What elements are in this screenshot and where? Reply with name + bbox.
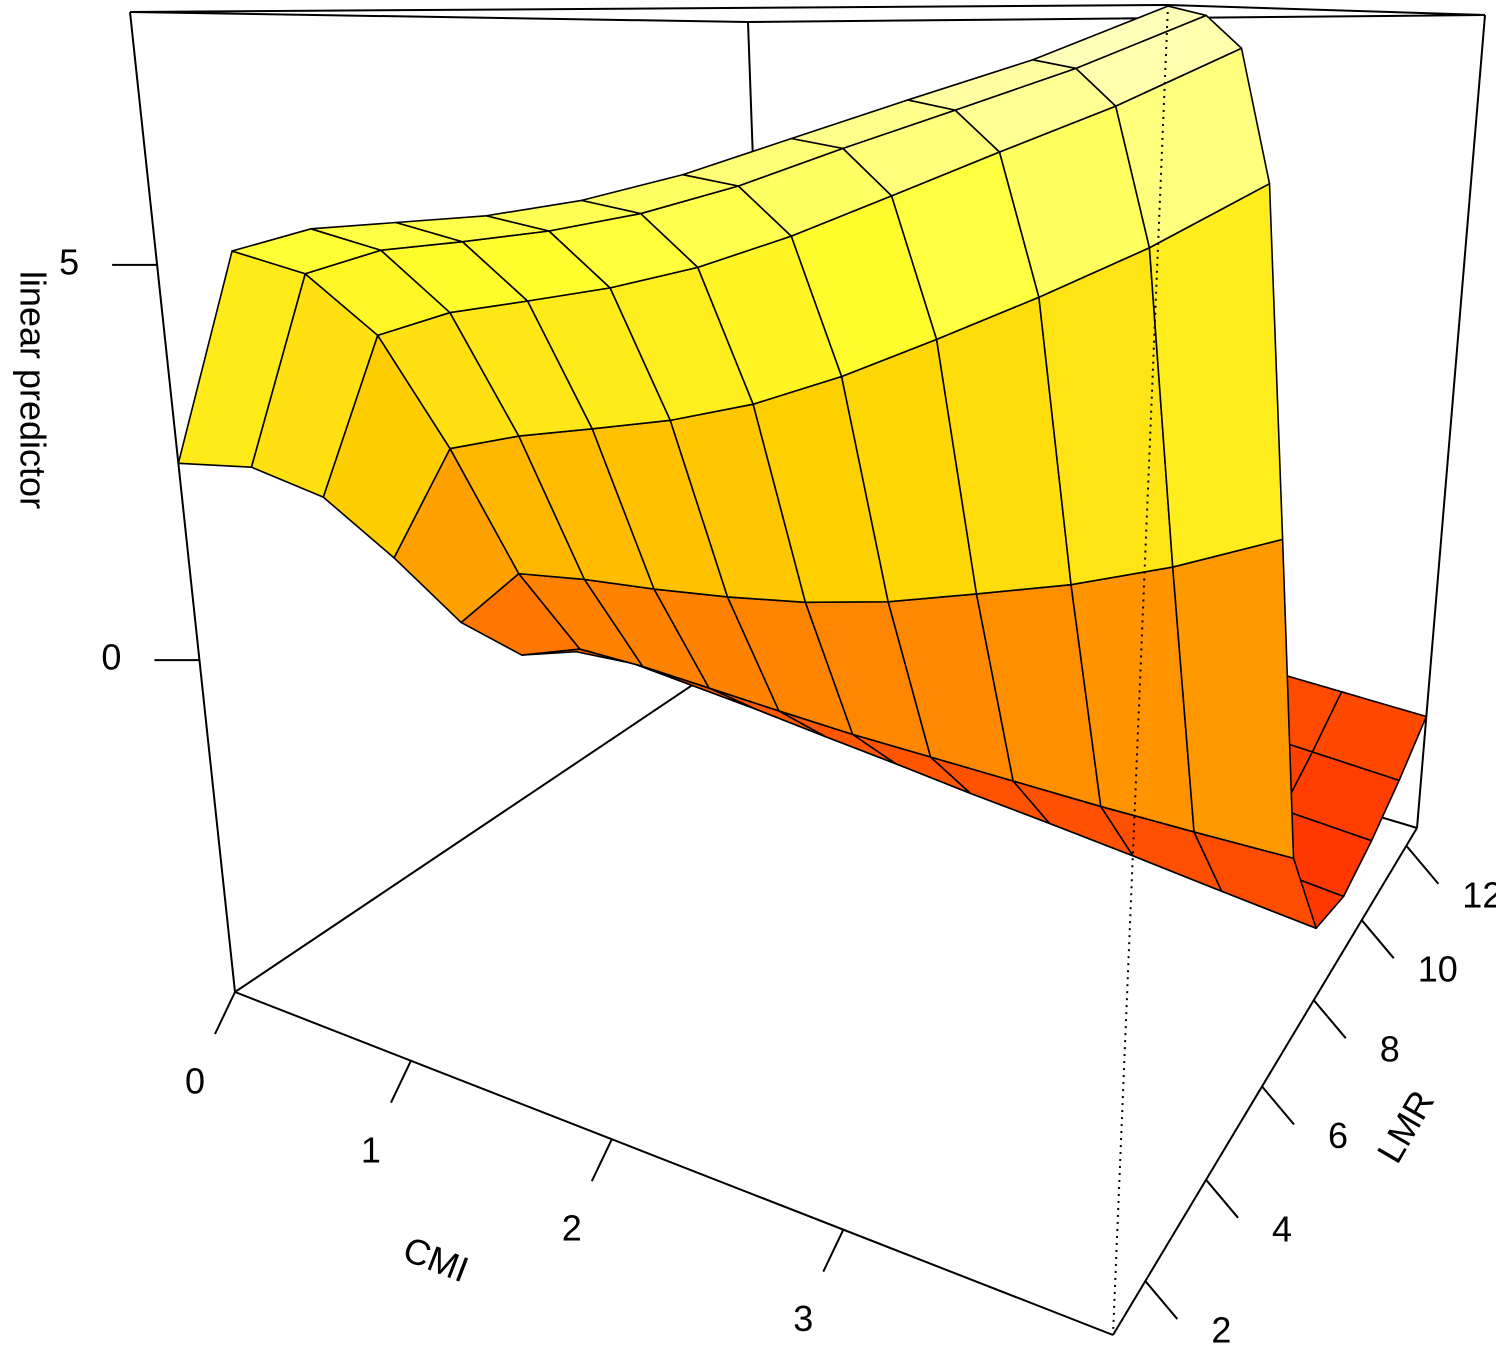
box-edge <box>129 4 1169 13</box>
surface-facet <box>1032 5 1208 70</box>
x-tick <box>214 991 236 1035</box>
y-tick <box>1405 845 1440 885</box>
box-edge <box>747 14 1486 23</box>
box-edge <box>234 632 771 993</box>
y-tick <box>1360 919 1395 959</box>
z-axis-title: linear predictor <box>12 271 53 509</box>
surface-facet <box>1148 182 1284 568</box>
y-tick <box>1312 999 1347 1039</box>
x-tick-label: 2 <box>562 1208 582 1249</box>
x-tick <box>390 1060 412 1104</box>
y-tick <box>1261 1085 1295 1126</box>
y-tick-label: 12 <box>1462 874 1496 915</box>
box-edge <box>1112 4 1169 1336</box>
box-edge <box>1416 14 1486 829</box>
box-edge <box>1167 4 1486 16</box>
z-tick-label: 0 <box>101 637 121 678</box>
y-tick-label: 6 <box>1328 1115 1348 1156</box>
x-tick-label: 1 <box>361 1129 381 1170</box>
box-edge <box>234 991 1114 1336</box>
x-axis-title: CMI <box>398 1228 474 1290</box>
y-axis-title: LMR <box>1369 1083 1443 1169</box>
y-tick-label: 10 <box>1418 949 1458 990</box>
x-tick <box>822 1229 845 1273</box>
box-edge <box>129 11 236 993</box>
box-edge <box>129 11 749 23</box>
y-tick-label: 4 <box>1272 1208 1292 1249</box>
x-tick-label: 3 <box>793 1298 813 1339</box>
y-tick <box>1205 1179 1239 1219</box>
box-edge <box>1112 827 1418 1336</box>
y-tick-label: 2 <box>1211 1310 1231 1351</box>
z-tick-label: 5 <box>59 241 79 282</box>
x-tick <box>590 1138 613 1182</box>
x-tick-label: 0 <box>185 1061 205 1102</box>
y-tick-label: 8 <box>1380 1029 1400 1070</box>
y-tick <box>1144 1280 1179 1320</box>
